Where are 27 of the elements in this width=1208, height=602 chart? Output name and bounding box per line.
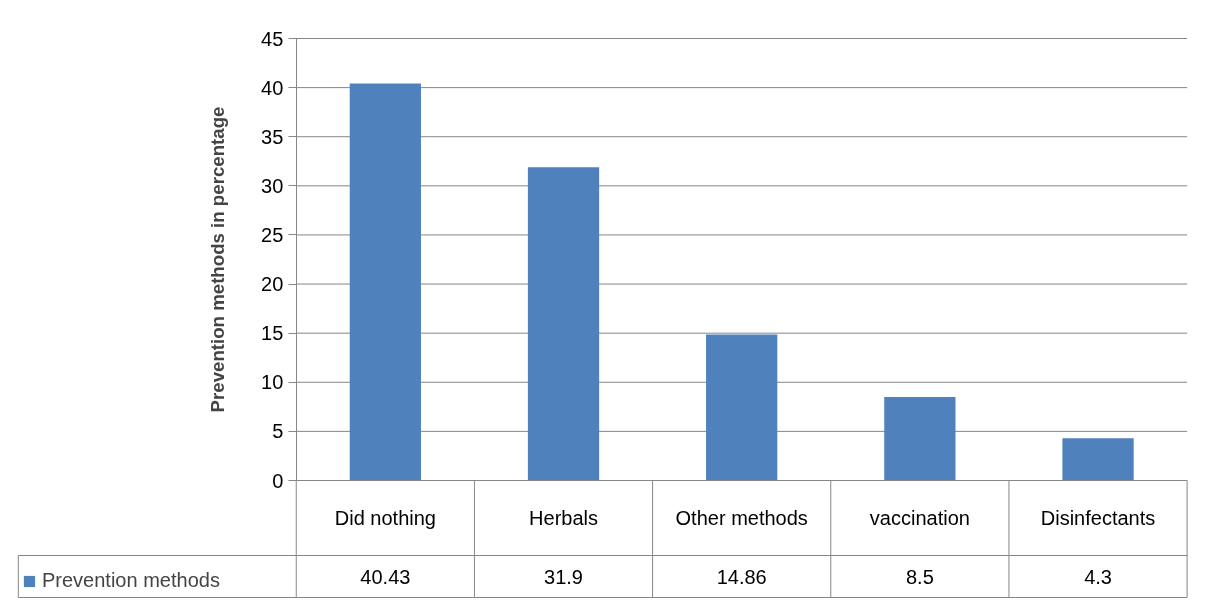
y-tick-label: 30 — [261, 174, 284, 197]
bar — [884, 397, 956, 481]
bar — [349, 83, 421, 481]
data-label: 8.5 — [905, 565, 934, 588]
y-axis-title: Prevention methods in percentage — [207, 106, 229, 413]
bar — [527, 167, 600, 481]
data-label: 40.43 — [360, 565, 411, 588]
y-tick-label: 0 — [272, 469, 284, 492]
y-tick-label: 10 — [261, 371, 284, 394]
y-tick-label: 20 — [261, 273, 284, 296]
x-tick-label: Did nothing — [334, 507, 436, 529]
y-tick-label: 35 — [261, 125, 284, 148]
data-label: 14.86 — [716, 565, 767, 588]
x-tick-label: Disinfectants — [1040, 507, 1156, 529]
x-tick-label: Other methods — [675, 507, 808, 529]
y-tick-label: 15 — [261, 322, 284, 345]
y-tick-label: 40 — [261, 76, 284, 99]
bar — [706, 334, 778, 481]
data-label: 4.3 — [1084, 565, 1112, 588]
bar — [1062, 438, 1134, 481]
y-tick-label: 45 — [261, 27, 284, 50]
y-tick-label: 25 — [261, 223, 284, 246]
data-label: 31.9 — [544, 565, 583, 588]
x-tick-label: vaccination — [869, 507, 970, 529]
x-tick-label: Herbals — [529, 507, 598, 529]
y-tick-label: 5 — [272, 420, 284, 443]
legend-label: Prevention methods — [42, 569, 220, 592]
